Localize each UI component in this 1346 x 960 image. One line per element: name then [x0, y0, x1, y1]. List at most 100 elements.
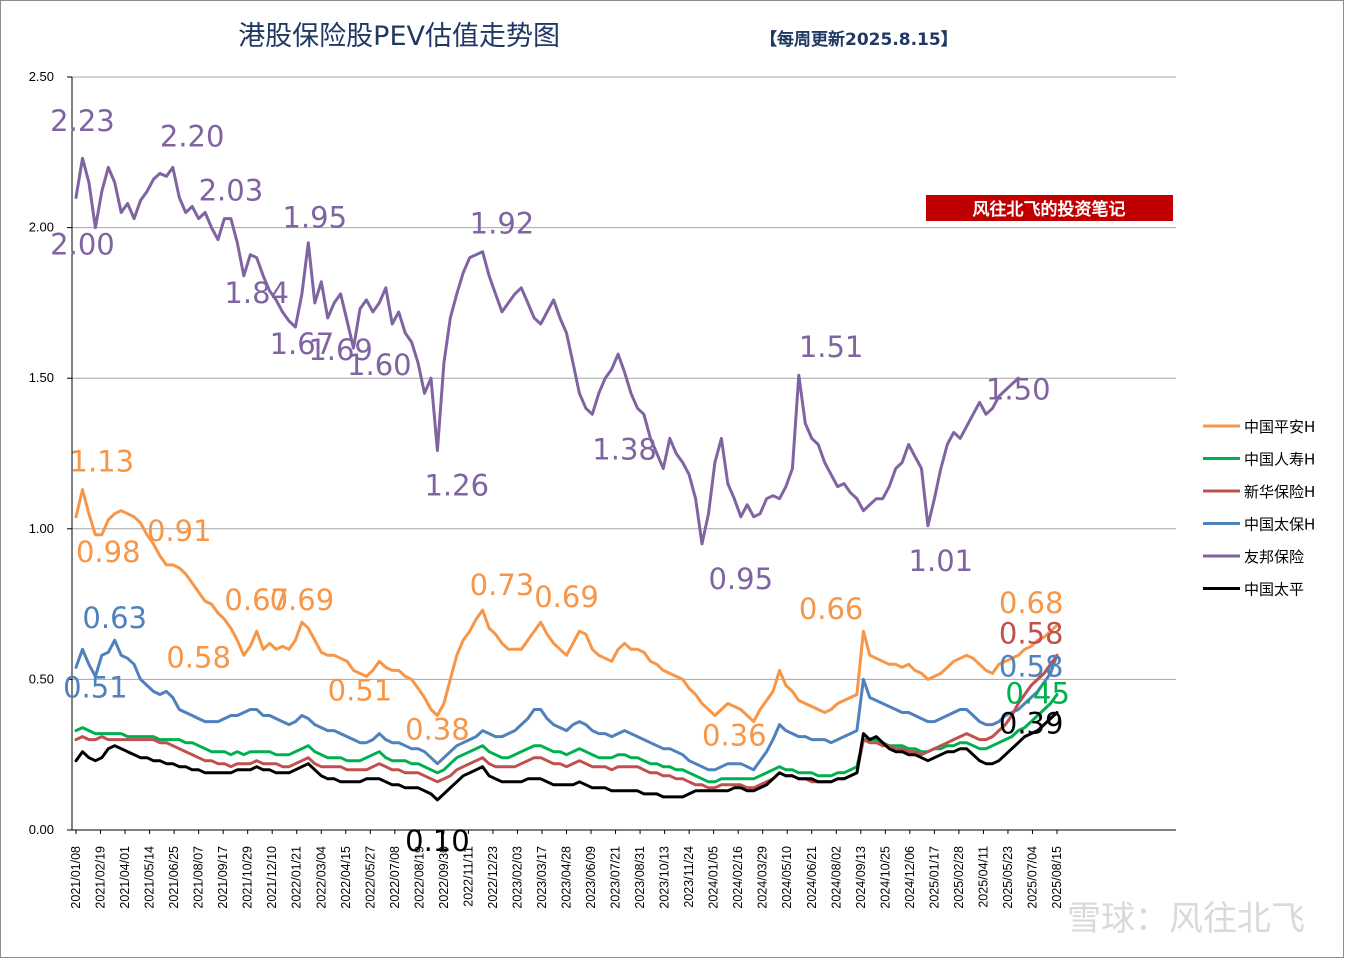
data-label: 2.20: [160, 119, 225, 153]
x-tick-label: 2022/08/19: [412, 846, 426, 909]
x-tick-label: 2021/10/29: [241, 846, 255, 909]
data-label: 1.92: [470, 207, 535, 241]
x-tick-label: 2024/02/16: [731, 846, 745, 909]
x-tick-label: 2025/04/11: [976, 846, 990, 908]
x-tick-label: 2022/01/21: [290, 846, 304, 909]
series-line-0: [74, 488, 1059, 724]
series-line-5: [74, 711, 1059, 802]
x-tick-label: 2022/05/27: [363, 846, 377, 909]
data-label: 1.51: [799, 330, 864, 364]
x-tick-label: 2024/10/25: [878, 846, 892, 909]
legend-label: 新华保险H: [1244, 483, 1315, 501]
x-tick-label: 2024/01/05: [707, 846, 721, 909]
data-label: 1.01: [909, 544, 974, 578]
data-label: 0.39: [999, 707, 1064, 741]
data-label: 2.03: [199, 173, 264, 207]
x-tick-label: 2023/07/21: [609, 846, 623, 909]
chart-title: 港股保险股PEV估值走势图: [238, 21, 560, 52]
x-tick-label: 2022/03/04: [314, 846, 328, 909]
legend-label: 友邦保险: [1244, 548, 1304, 566]
data-label: 0.69: [270, 583, 335, 617]
x-tick-label: 2023/08/31: [633, 846, 647, 909]
author-badge: 风往北飞的投资笔记: [926, 195, 1173, 221]
x-tick-label: 2022/07/08: [388, 846, 402, 909]
x-tick-label: 2021/04/01: [118, 846, 132, 909]
data-label: 1.50: [986, 372, 1051, 406]
x-tick-label: 2023/10/13: [658, 846, 672, 909]
y-axis: 0.00 0.50 1.00 1.50 2.00 2.50: [29, 69, 73, 837]
data-label: 0.91: [147, 514, 212, 548]
data-label: 0.58: [999, 649, 1064, 683]
x-tick-label: 2021/09/17: [216, 846, 230, 909]
x-tick-label: 2025/07/04: [1025, 846, 1039, 909]
y-tick-label: 1.50: [29, 370, 54, 385]
watermark: 雪球：风往北飞: [1067, 899, 1305, 939]
author-badge-bg: [926, 195, 1173, 221]
data-label: 1.95: [283, 201, 348, 235]
series-line-3: [74, 638, 1059, 772]
data-label: 0.66: [799, 592, 864, 626]
data-label: 1.38: [592, 433, 657, 467]
data-label: 0.68: [999, 586, 1064, 620]
data-label: 0.36: [702, 719, 767, 753]
x-tick-label: 2023/11/24: [682, 846, 696, 908]
x-tick-label: 2025/01/17: [927, 846, 941, 909]
series-line-4: [74, 156, 1020, 546]
legend-label: 中国人寿H: [1244, 451, 1315, 469]
data-label: 0.38: [405, 713, 470, 747]
data-label: 1.67: [270, 327, 335, 361]
x-tick-label: 2021/02/19: [94, 846, 108, 909]
series-lines: [74, 156, 1059, 802]
y-tick-label: 1.00: [29, 521, 54, 536]
data-label: 0.95: [708, 562, 773, 596]
x-tick-label: 2022/12/23: [486, 846, 500, 909]
x-tick-label: 2021/12/10: [265, 846, 279, 909]
legend-label: 中国太平: [1244, 581, 1304, 599]
data-label: 2.23: [50, 104, 115, 138]
x-tick-label: 2022/09/30: [437, 846, 451, 909]
data-label: 0.58: [999, 616, 1064, 650]
data-label: 1.26: [424, 469, 489, 503]
data-label: 0.63: [82, 601, 147, 635]
data-label: 0.73: [470, 568, 535, 602]
x-tick-label: 2022/11/11: [461, 846, 475, 907]
x-tick-label: 2024/08/02: [829, 846, 843, 909]
x-tick-label: 2023/02/03: [510, 846, 524, 909]
data-label: 1.69: [308, 333, 373, 367]
data-label: 1.60: [347, 348, 412, 382]
x-tick-label: 2025/05/23: [1001, 846, 1015, 909]
data-label: 0.98: [76, 535, 141, 569]
x-tick-label: 2021/06/25: [167, 846, 181, 909]
series-line-1: [74, 693, 1059, 784]
data-label: 0.45: [1005, 676, 1070, 710]
x-tick-label: 2023/04/28: [560, 846, 574, 909]
data-labels: 2.23 2.00 2.20 2.03 1.95 1.84 1.671.691.60 1.92…: [50, 104, 1070, 858]
data-label: 0.10: [405, 824, 470, 858]
legend-label: 中国平安H: [1244, 418, 1315, 436]
data-label: 0.67: [224, 583, 289, 617]
chart-subtitle: 【每周更新2025.8.15】: [760, 29, 958, 50]
x-tick-label: 2021/05/14: [143, 846, 157, 909]
x-tick-label: 2021/01/08: [69, 846, 83, 909]
data-label: 0.51: [63, 670, 128, 704]
x-tick-label: 2024/12/06: [903, 846, 917, 909]
series-line-2: [74, 653, 1059, 790]
x-tick-label: 2023/06/09: [584, 846, 598, 909]
x-tick-label: 2023/03/17: [535, 846, 549, 909]
y-tick-label: 2.50: [29, 69, 54, 84]
y-tick-label: 0.50: [29, 671, 54, 686]
x-tick-label: 2025/02/28: [952, 846, 966, 909]
x-tick-label: 2024/05/10: [780, 846, 794, 909]
data-label: 2.00: [50, 228, 115, 262]
x-tick-label: 2024/06/21: [805, 846, 819, 909]
data-label: 1.84: [224, 276, 289, 310]
author-badge-text: 风往北飞的投资笔记: [973, 199, 1126, 220]
x-tick-label: 2021/08/07: [192, 846, 206, 909]
data-label: 1.13: [70, 445, 135, 479]
x-tick-label: 2024/03/29: [756, 846, 770, 909]
x-tick-label: 2022/04/15: [339, 846, 353, 909]
legend-label: 中国太保H: [1244, 516, 1315, 534]
